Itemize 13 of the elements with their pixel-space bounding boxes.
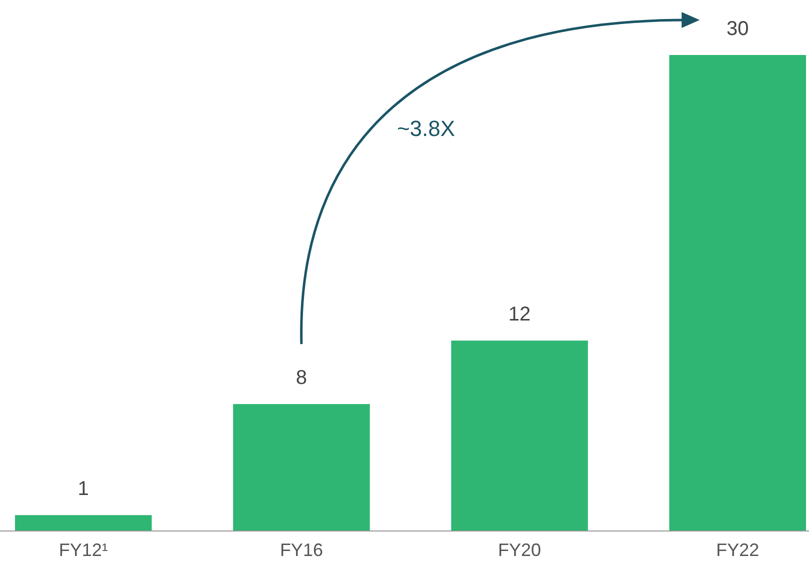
bar	[669, 55, 806, 531]
data-label: 1	[78, 478, 89, 500]
data-label: 8	[296, 367, 308, 390]
bar	[451, 340, 588, 531]
x-tick-label: FY12¹	[58, 540, 108, 560]
data-label: 30	[726, 18, 749, 40]
x-tick-label: FY22	[716, 540, 760, 560]
bar	[15, 515, 152, 531]
annotation: ~3.8X	[396, 116, 456, 141]
x-tick-label: FY20	[498, 540, 542, 560]
bar	[233, 404, 370, 531]
data-label: 12	[508, 304, 531, 326]
x-tick-label: FY16	[280, 540, 323, 560]
